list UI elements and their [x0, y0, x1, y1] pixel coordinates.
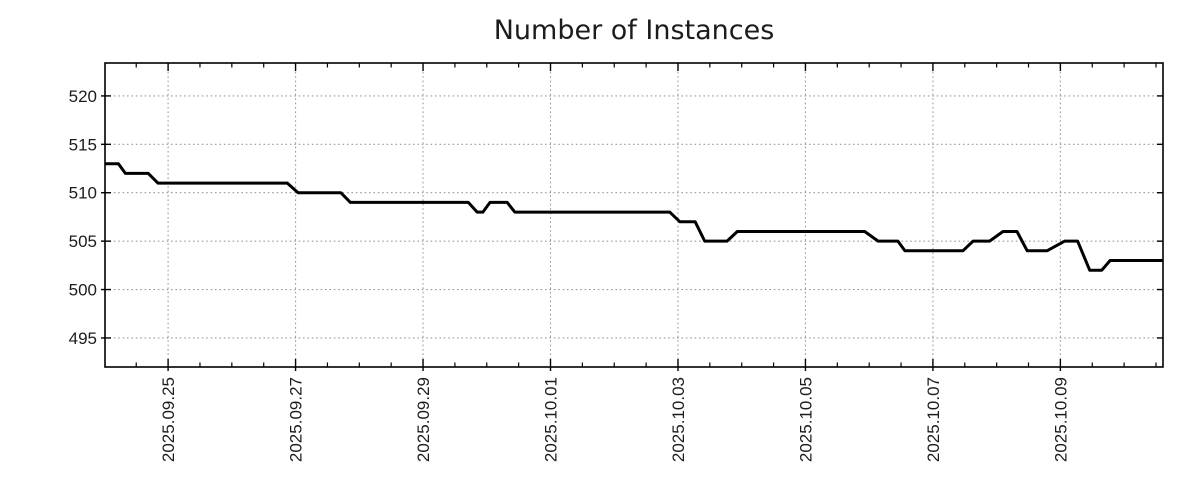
chart-title: Number of Instances	[494, 15, 775, 46]
y-tick-label: 510	[69, 184, 97, 203]
y-tick-label: 515	[69, 135, 97, 154]
x-tick-label: 2025.10.01	[542, 377, 561, 462]
x-tick-label: 2025.10.03	[669, 377, 688, 462]
y-tick-label: 495	[69, 329, 97, 348]
x-tick-label: 2025.09.27	[287, 377, 306, 462]
x-tick-label: 2025.10.07	[924, 377, 943, 462]
x-tick-label: 2025.10.05	[796, 377, 815, 462]
x-tick-label: 2025.10.09	[1051, 377, 1070, 462]
y-tick-label: 500	[69, 281, 97, 300]
plot-border	[104, 62, 1164, 368]
y-tick-label: 520	[69, 87, 97, 106]
series-line-instances	[105, 162, 1163, 272]
plot-area: 495 500 505 510 515 520 2025.09.25 2025.09.27 20…	[69, 62, 1164, 462]
x-tick-label: 2025.09.25	[159, 377, 178, 462]
x-tick-label: 2025.09.29	[414, 377, 433, 462]
y-tick-label: 505	[69, 232, 97, 251]
